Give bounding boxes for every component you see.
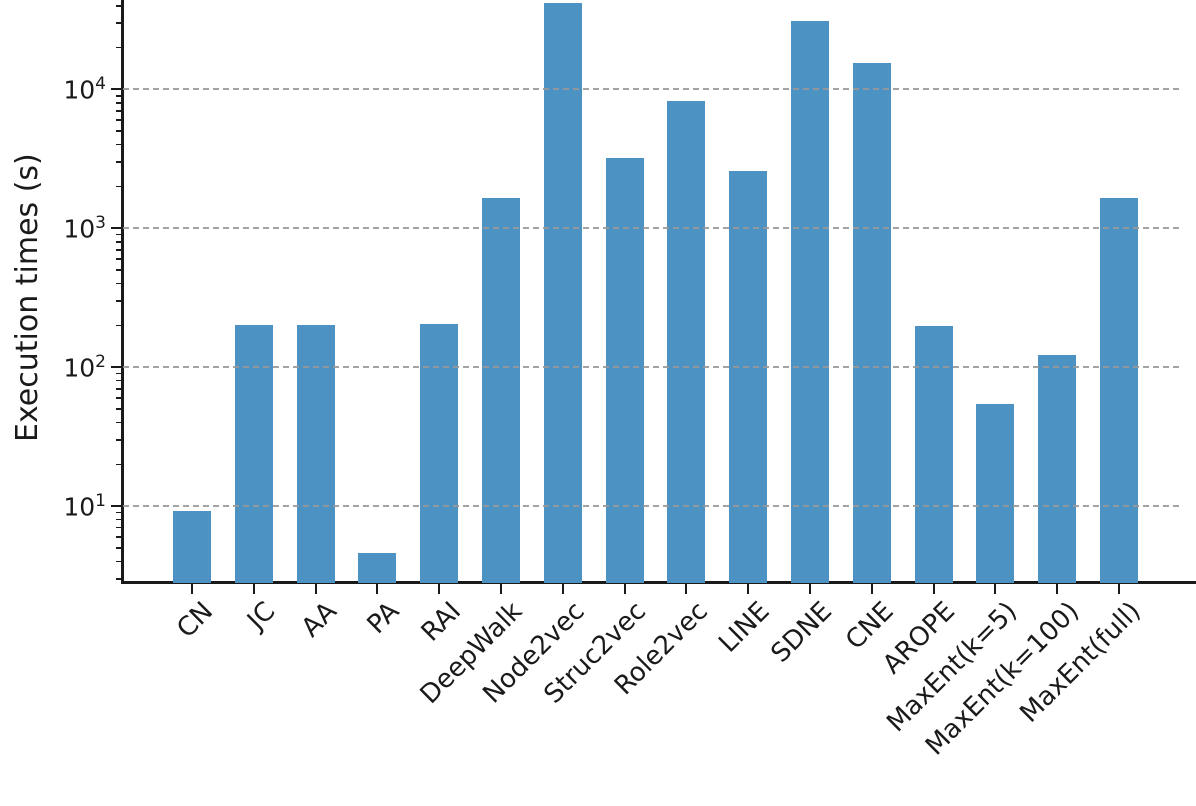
y-tick-label-1000: 103 [63, 213, 106, 244]
gridline-10 [123, 505, 1183, 508]
y-minor-tick [116, 119, 121, 121]
x-tick-MaxEnt(k=100) [1056, 583, 1059, 594]
y-minor-tick [116, 143, 121, 146]
y-minor-tick [116, 526, 121, 529]
y-minor-tick [116, 161, 121, 163]
x-tick-MaxEnt(k=5) [994, 583, 997, 594]
bar-Struc2vec [605, 158, 644, 583]
y-axis-spine [121, 0, 124, 583]
y-minor-tick [116, 241, 121, 243]
bar-Role2vec [667, 101, 706, 583]
x-tick-label-SDNE: SDNE [765, 596, 838, 669]
bar-AROPE [914, 326, 953, 583]
y-minor-tick [116, 102, 121, 104]
x-tick-label-RAI: RAI [415, 596, 467, 648]
bar-DeepWalk [482, 198, 520, 583]
x-tick-DeepWalk [500, 583, 502, 594]
bar-PA [358, 553, 397, 583]
y-minor-tick [116, 518, 121, 521]
bar-AA [296, 325, 335, 583]
bar-JC [234, 325, 273, 583]
x-tick-JC [252, 583, 255, 594]
y-minor-tick [116, 439, 121, 441]
x-tick-RAI [438, 583, 441, 594]
x-tick-label-JC: JC [241, 596, 282, 636]
y-minor-tick [116, 282, 121, 285]
x-tick-AROPE [932, 583, 935, 594]
y-tick-10000 [111, 88, 121, 91]
y-minor-tick [116, 421, 121, 424]
y-minor-tick [116, 408, 121, 410]
y-minor-tick [116, 185, 121, 188]
y-minor-tick [116, 463, 121, 466]
y-minor-tick [116, 258, 121, 260]
gridline-10000 [123, 88, 1183, 91]
y-axis-label: Execution times (s) [10, 153, 45, 442]
y-minor-tick [116, 110, 121, 112]
y-minor-tick [116, 5, 121, 7]
x-tick-CN [191, 583, 193, 594]
x-tick-Node2vec [561, 583, 564, 594]
x-axis-spine [121, 581, 1196, 584]
y-minor-tick [116, 249, 121, 251]
y-minor-tick [116, 300, 121, 302]
y-minor-tick [116, 46, 121, 49]
y-minor-tick [116, 233, 121, 236]
x-tick-SDNE [809, 583, 811, 594]
y-minor-tick [116, 547, 121, 549]
y-minor-tick [116, 536, 121, 538]
bar-CNE [852, 63, 891, 583]
gridline-1000 [123, 227, 1183, 230]
y-minor-tick [116, 388, 121, 390]
y-minor-tick [116, 578, 121, 580]
x-tick-Struc2vec [623, 583, 626, 594]
bar-CN [173, 511, 211, 583]
y-minor-tick [116, 324, 121, 327]
y-minor-tick [116, 269, 121, 271]
bar-LINE [729, 170, 768, 583]
y-minor-tick [116, 511, 121, 514]
y-minor-tick [116, 130, 121, 132]
x-tick-MaxEnt(full) [1118, 583, 1120, 594]
y-tick-label-10000: 104 [63, 74, 106, 105]
x-tick-LINE [747, 583, 750, 594]
y-minor-tick [116, 95, 121, 97]
y-minor-tick [116, 22, 121, 24]
x-tick-CNE [870, 583, 873, 594]
y-minor-tick [116, 560, 121, 563]
bar-RAI [420, 323, 459, 583]
y-tick-label-100: 102 [63, 352, 106, 383]
bar-MaxEnt(k=5) [976, 404, 1015, 583]
x-tick-AA [314, 583, 317, 594]
bar-Node2vec [543, 2, 582, 583]
bar-MaxEnt(full) [1100, 198, 1138, 583]
x-tick-label-PA: PA [361, 596, 405, 641]
y-tick-100 [111, 366, 121, 369]
y-minor-tick [116, 379, 121, 382]
x-tick-Role2vec [685, 583, 688, 594]
y-tick-1000 [111, 227, 121, 230]
bar-SDNE [791, 21, 829, 583]
bar-MaxEnt(k=100) [1038, 354, 1077, 583]
y-tick-10 [111, 505, 121, 508]
x-tick-label-AA: AA [296, 596, 344, 644]
x-tick-PA [376, 583, 379, 594]
gridline-100 [123, 366, 1183, 369]
y-tick-label-10: 101 [63, 491, 106, 522]
y-minor-tick [116, 372, 121, 375]
y-minor-tick [116, 397, 121, 399]
x-tick-label-CN: CN [171, 596, 220, 645]
